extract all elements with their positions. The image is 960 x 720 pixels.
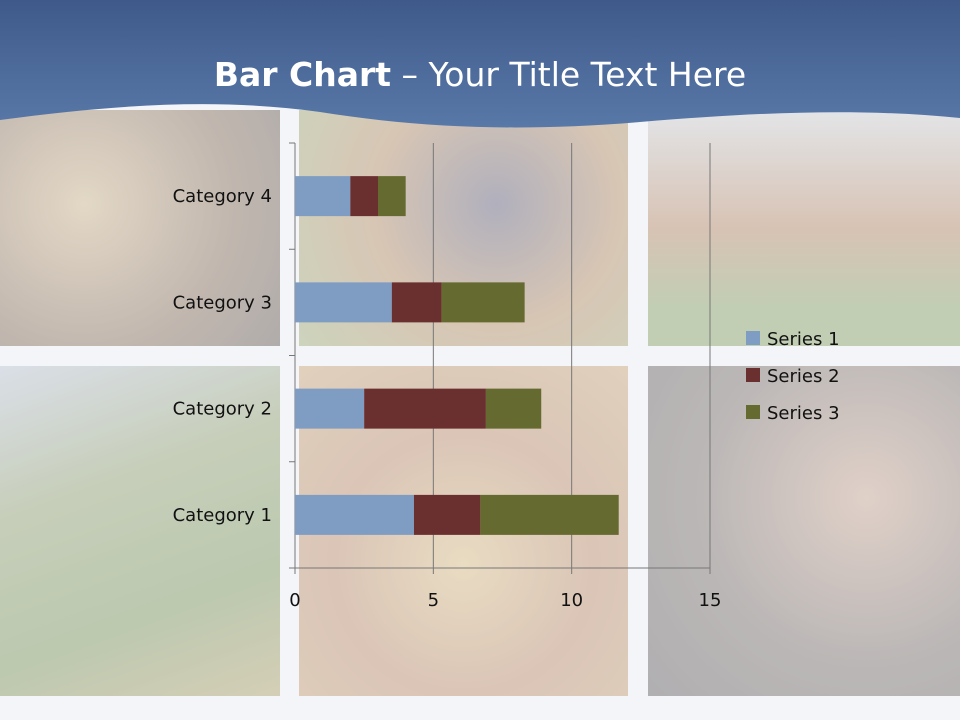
bar-series-2 xyxy=(391,282,442,323)
bar-series-2 xyxy=(364,388,486,429)
x-tick-label: 15 xyxy=(699,590,722,611)
category-label: Category 4 xyxy=(173,186,272,207)
legend-swatch xyxy=(746,331,760,345)
bar-series-3 xyxy=(480,494,619,535)
vineyard-rows-photo xyxy=(0,366,280,696)
bar-series-2 xyxy=(350,176,378,217)
legend-label: Series 3 xyxy=(767,403,840,424)
wine-glasses-photo xyxy=(0,110,280,346)
bar-series-1 xyxy=(295,494,414,535)
bar-series-1 xyxy=(295,282,392,323)
x-tick-label: 10 xyxy=(560,590,583,611)
legend-label: Series 2 xyxy=(767,366,840,387)
x-tick-label: 0 xyxy=(289,590,300,611)
slide-title: Bar Chart – Your Title Text Here xyxy=(0,55,960,94)
category-label: Category 2 xyxy=(173,399,272,420)
title-rest: – Your Title Text Here xyxy=(391,55,747,94)
bar-series-3 xyxy=(441,282,525,323)
bar-series-1 xyxy=(295,176,351,217)
legend-swatch xyxy=(746,405,760,419)
x-tick-label: 5 xyxy=(428,590,439,611)
vineyard-hill-photo xyxy=(648,110,960,346)
bar-series-3 xyxy=(485,388,542,429)
bar-series-2 xyxy=(413,494,481,535)
category-label: Category 1 xyxy=(173,505,272,526)
bar-series-1 xyxy=(295,388,365,429)
title-bold: Bar Chart xyxy=(213,55,392,94)
legend-label: Series 1 xyxy=(767,329,840,350)
legend-swatch xyxy=(746,368,760,382)
category-label: Category 3 xyxy=(173,292,272,313)
bar-series-3 xyxy=(378,176,406,217)
title-banner xyxy=(0,0,960,128)
wine-cellar-photo xyxy=(648,366,960,696)
